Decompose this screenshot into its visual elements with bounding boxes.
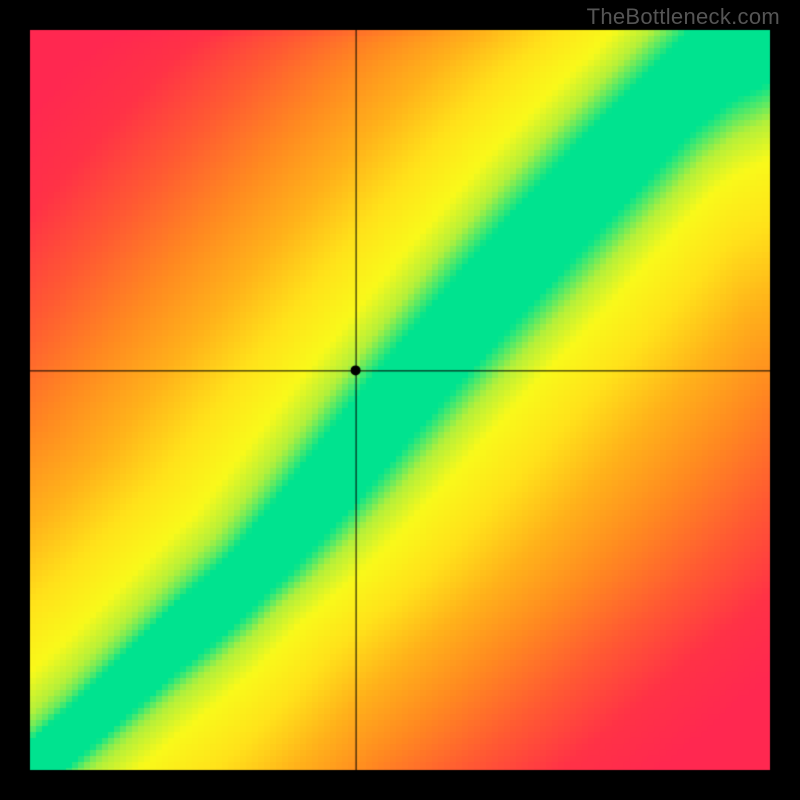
watermark-label: TheBottleneck.com: [587, 4, 780, 30]
chart-container: TheBottleneck.com: [0, 0, 800, 800]
heatmap-canvas: [0, 0, 800, 800]
